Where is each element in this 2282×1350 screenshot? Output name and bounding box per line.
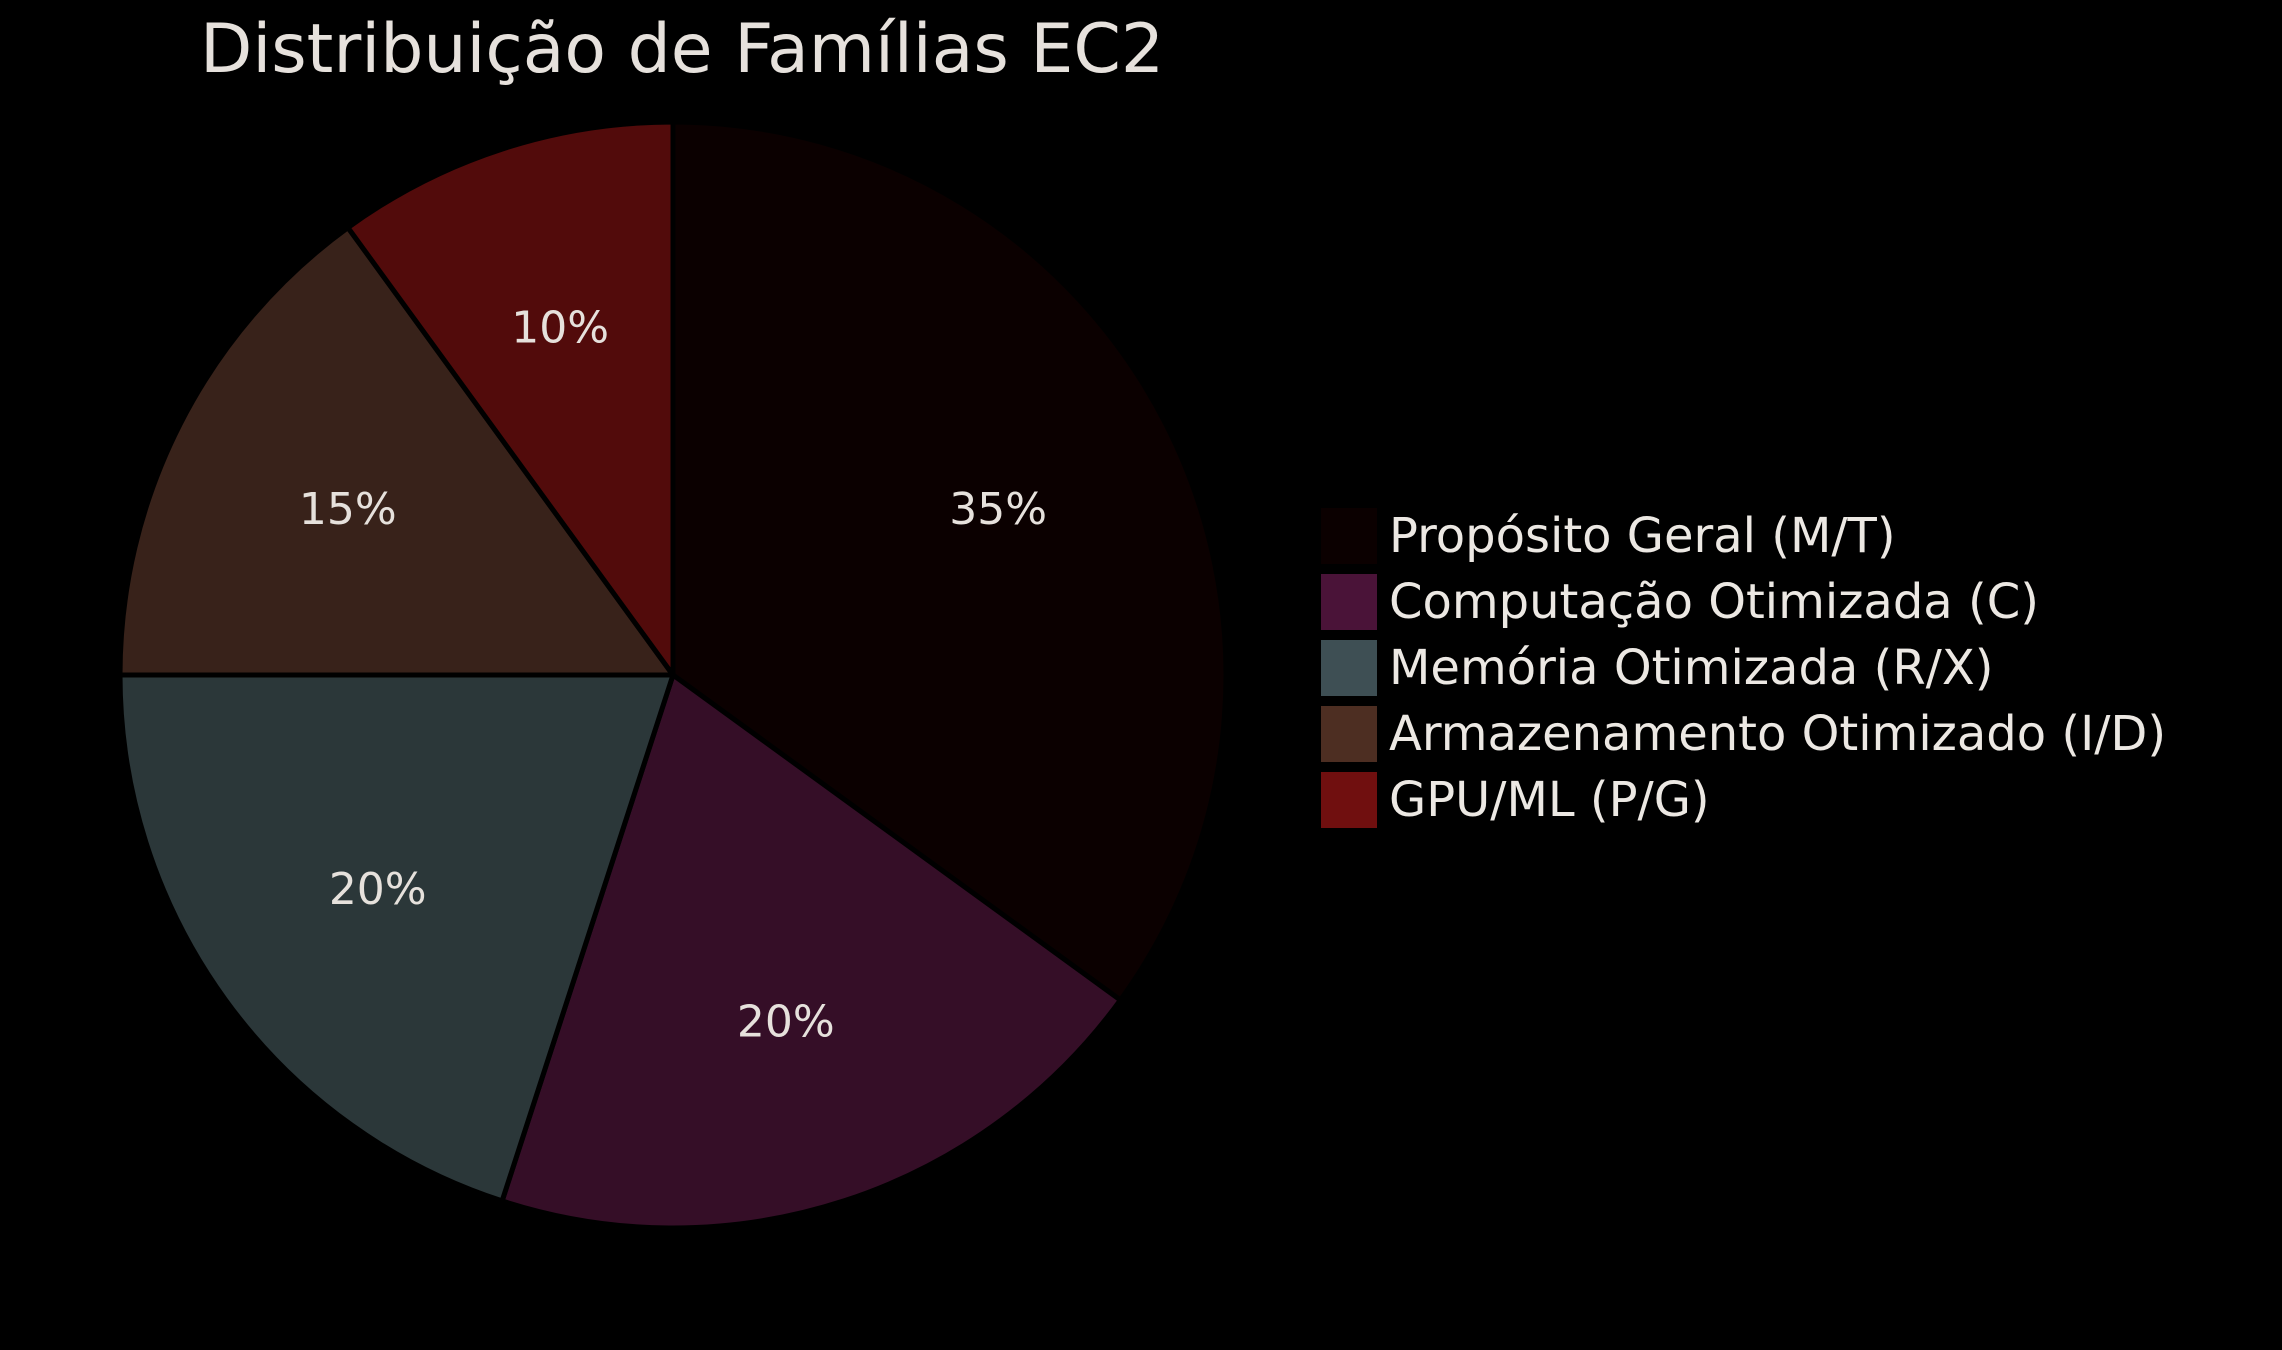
chart-title: Distribuição de Famílias EC2 xyxy=(200,10,1164,89)
legend-swatch-memoria-otimizada-r-x xyxy=(1321,640,1377,696)
legend-label-proposito-geral-m-t: Propósito Geral (M/T) xyxy=(1389,508,1896,564)
pie-slice-gpu-ml-p-g xyxy=(345,119,676,678)
legend-swatch-gpu-ml-p-g xyxy=(1321,772,1377,828)
legend-label-armazenamento-otimizado-i-d: Armazenamento Otimizado (I/D) xyxy=(1389,706,2166,762)
slice-label-gpu-ml-p-g: 10% xyxy=(511,302,609,353)
legend-label-computacao-otimizada-c: Computação Otimizada (C) xyxy=(1389,574,2039,630)
slice-label-computacao-otimizada-c: 20% xyxy=(737,997,835,1048)
legend-label-gpu-ml-p-g: GPU/ML (P/G) xyxy=(1389,772,1710,828)
pie-slice-memoria-otimizada-r-x xyxy=(117,672,676,1204)
legend-swatch-proposito-geral-m-t xyxy=(1321,508,1377,564)
slice-label-armazenamento-otimizado-i-d: 15% xyxy=(299,484,397,535)
slice-label-memoria-otimizada-r-x: 20% xyxy=(329,864,427,915)
pie-slices xyxy=(117,119,1229,1231)
legend-label-memoria-otimizada-r-x: Memória Otimizada (R/X) xyxy=(1389,640,1993,696)
pie-slice-armazenamento-otimizado-i-d xyxy=(117,225,676,678)
legend-swatch-computacao-otimizada-c xyxy=(1321,574,1377,630)
legend: Propósito Geral (M/T) Computação Otimizad… xyxy=(1321,508,2166,828)
pie-slice-labels: 35% 20% 20% 15% 10% xyxy=(299,302,1047,1047)
slice-label-proposito-geral-m-t: 35% xyxy=(949,484,1047,535)
legend-swatch-armazenamento-otimizado-i-d xyxy=(1321,706,1377,762)
pie-slice-proposito-geral-m-t xyxy=(670,119,1229,1003)
pie-slice-computacao-otimizada-c xyxy=(499,672,1123,1231)
